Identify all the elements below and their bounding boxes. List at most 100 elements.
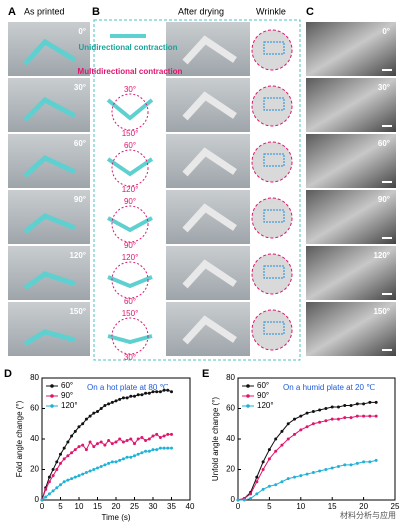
data-point xyxy=(324,468,328,471)
wrinkle-zoom xyxy=(251,197,293,239)
b-angle-bottom: 150° xyxy=(122,129,139,138)
data-point xyxy=(140,435,144,439)
watermark: 材料分析与应用 xyxy=(340,510,396,520)
data-point xyxy=(88,414,92,418)
y-tick-label: 60 xyxy=(30,404,39,413)
data-point xyxy=(318,420,322,424)
angle-label: 150° xyxy=(69,307,86,316)
data-point xyxy=(355,402,359,406)
dried-shape xyxy=(182,147,237,177)
angle-label: 150° xyxy=(373,307,390,316)
data-point xyxy=(286,437,290,441)
data-point xyxy=(170,432,173,436)
photo xyxy=(166,78,250,132)
data-point xyxy=(47,480,51,484)
data-point xyxy=(318,408,322,412)
data-point xyxy=(311,471,315,475)
x-tick-label: 25 xyxy=(391,502,400,511)
y-axis-label: Fold angle change (°) xyxy=(15,400,24,477)
y-tick-label: 80 xyxy=(226,373,235,382)
printed-shape xyxy=(23,38,77,66)
printed-shape xyxy=(23,329,76,347)
data-point xyxy=(255,475,259,479)
data-point xyxy=(261,468,265,471)
data-point xyxy=(170,446,173,450)
legend-label: 60° xyxy=(61,381,73,390)
data-point xyxy=(107,461,111,465)
data-point xyxy=(170,390,173,394)
data-point xyxy=(59,452,62,456)
data-point xyxy=(305,472,309,476)
data-point xyxy=(59,461,62,465)
photo xyxy=(166,22,250,76)
data-point xyxy=(355,461,359,465)
data-point xyxy=(318,469,322,473)
panel-letter: B xyxy=(92,6,100,18)
zoom-box xyxy=(263,209,285,223)
data-point xyxy=(62,446,66,450)
data-point xyxy=(343,416,347,420)
data-point xyxy=(125,455,129,459)
data-point xyxy=(255,480,259,484)
y-tick-label: 0 xyxy=(231,495,236,504)
zoom-box xyxy=(263,97,285,111)
angle-label: 60° xyxy=(74,139,86,148)
data-point xyxy=(261,460,265,464)
dried-shape xyxy=(182,35,237,65)
legend-label: 120° xyxy=(61,401,78,410)
b-angle-top: 150° xyxy=(122,309,139,318)
data-point xyxy=(355,414,359,418)
legend-label: 60° xyxy=(257,381,269,390)
legend-marker xyxy=(50,394,54,398)
data-point xyxy=(107,439,111,443)
legend-marker xyxy=(246,404,250,408)
b-label: Multidirectional contraction xyxy=(78,67,183,76)
x-tick-label: 15 xyxy=(93,502,102,511)
b-angle-arc xyxy=(111,93,149,131)
x-tick-label: 5 xyxy=(58,502,63,511)
data-point xyxy=(343,403,347,407)
annotation: On a humid plate at 20 ℃ xyxy=(283,383,375,392)
b-angle-arc xyxy=(111,261,149,299)
data-point xyxy=(144,449,148,453)
data-point xyxy=(70,434,74,438)
data-point xyxy=(267,448,271,452)
data-point xyxy=(349,403,353,407)
data-point xyxy=(133,442,136,446)
data-point xyxy=(147,437,151,441)
data-point xyxy=(103,443,107,447)
data-point xyxy=(47,475,51,479)
data-point xyxy=(107,402,111,406)
x-tick-label: 20 xyxy=(359,502,368,511)
legend-marker xyxy=(50,404,54,408)
data-point xyxy=(267,457,271,461)
panel-letter: E xyxy=(202,368,209,380)
data-point xyxy=(129,455,133,459)
data-point xyxy=(92,468,96,471)
y-tick-label: 40 xyxy=(30,434,39,443)
data-point xyxy=(158,435,162,439)
x-tick-label: 0 xyxy=(40,502,45,511)
data-point xyxy=(305,411,309,415)
data-point xyxy=(155,390,159,394)
data-point xyxy=(147,391,151,395)
data-point xyxy=(147,449,151,453)
b-angle-arc xyxy=(111,205,149,243)
y-tick-label: 0 xyxy=(35,495,40,504)
column-title: Wrinkle xyxy=(256,6,286,16)
b-label: Unidirectional contraction xyxy=(78,43,177,52)
data-point xyxy=(92,445,96,449)
x-tick-label: 0 xyxy=(236,502,241,511)
data-point xyxy=(293,417,297,421)
panel-letter: A xyxy=(8,6,16,18)
data-point xyxy=(330,466,334,470)
x-tick-label: 10 xyxy=(75,502,84,511)
b-diagram xyxy=(107,275,153,289)
series-line xyxy=(237,415,377,501)
wrinkle-zoom xyxy=(251,253,293,295)
data-point xyxy=(133,394,136,398)
x-tick-label: 35 xyxy=(167,502,176,511)
data-point xyxy=(96,442,99,446)
data-point xyxy=(125,396,129,400)
data-point xyxy=(155,432,159,436)
